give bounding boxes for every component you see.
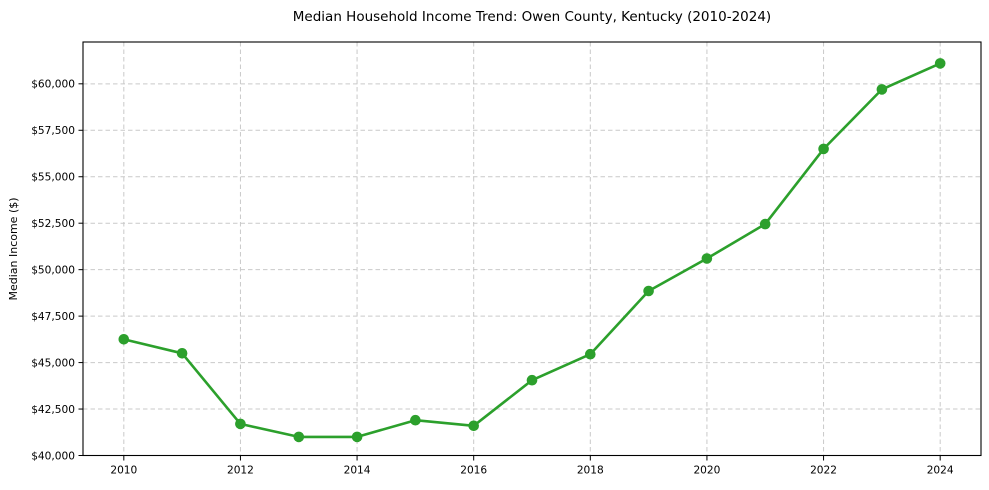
x-tick-label: 2012 bbox=[227, 465, 254, 477]
median-income-series bbox=[118, 58, 946, 443]
data-point-2018 bbox=[585, 348, 596, 360]
y-tick-label: $52,500 bbox=[31, 218, 75, 230]
data-point-2012 bbox=[235, 418, 246, 430]
y-tick-label: $47,500 bbox=[31, 311, 75, 323]
y-tick-label: $57,500 bbox=[31, 125, 75, 137]
y-tick-label: $50,000 bbox=[31, 264, 75, 276]
data-point-2010 bbox=[118, 334, 130, 345]
x-tick-label: 2014 bbox=[344, 465, 371, 477]
y-tick-label: $40,000 bbox=[31, 450, 75, 462]
data-point-2015 bbox=[410, 414, 421, 426]
plot-frame bbox=[82, 41, 982, 457]
data-point-2024 bbox=[934, 58, 946, 69]
data-point-2017 bbox=[526, 374, 538, 386]
y-tick-label: $60,000 bbox=[31, 79, 75, 91]
x-tick-label: 2020 bbox=[693, 465, 720, 477]
y-tick-label: $55,000 bbox=[31, 172, 75, 184]
y-tick-label: $45,000 bbox=[31, 357, 75, 369]
gridlines bbox=[83, 42, 981, 456]
data-point-2014 bbox=[351, 431, 363, 443]
axes: $40,000 $42,500 $45,000 $47,500 $50,000 $52,5… bbox=[31, 41, 982, 477]
data-point-2023 bbox=[876, 84, 888, 95]
data-point-2021 bbox=[759, 218, 771, 230]
data-point-2016 bbox=[468, 420, 480, 432]
data-point-2019 bbox=[643, 285, 654, 297]
y-tick-label: $42,500 bbox=[31, 404, 75, 416]
chart-title: Median Household Income Trend: Owen Coun… bbox=[293, 9, 771, 25]
y-axis-label: Median Income ($) bbox=[7, 197, 20, 300]
data-point-2011 bbox=[176, 348, 188, 359]
x-tick-label: 2016 bbox=[460, 465, 487, 477]
data-point-2020 bbox=[701, 253, 713, 264]
data-point-2022 bbox=[818, 143, 829, 155]
x-tick-label: 2022 bbox=[810, 465, 837, 477]
data-point-2013 bbox=[293, 431, 305, 443]
x-tick-label: 2024 bbox=[927, 465, 954, 477]
x-tick-label: 2018 bbox=[577, 465, 604, 477]
x-tick-label: 2010 bbox=[110, 465, 137, 477]
